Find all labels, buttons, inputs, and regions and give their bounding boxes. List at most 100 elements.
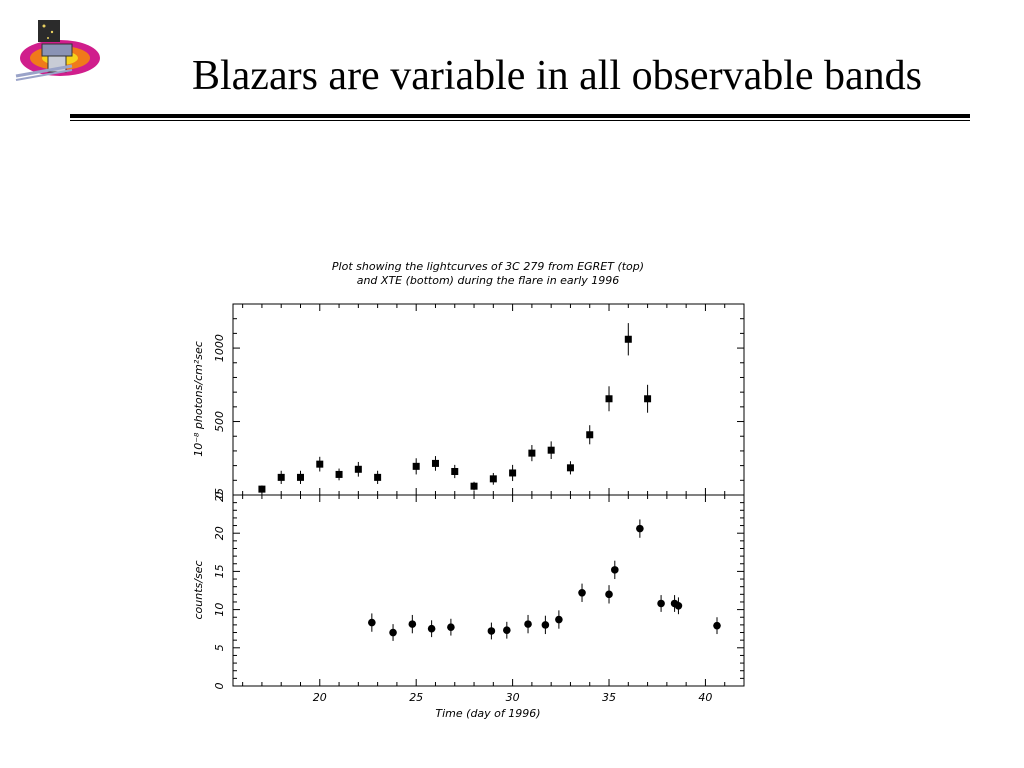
data-point [578,583,586,602]
circle-marker [447,623,455,631]
data-point [487,622,496,640]
square-marker [528,449,536,457]
bottom-panel-ticks: 0 5 10 15 20 25 20 25 30 35 40 [213,488,745,704]
data-point [451,464,459,479]
circle-marker [578,588,586,597]
top-panel-frame [232,303,745,496]
data-point [624,323,632,356]
x-tick-label: 40 [698,691,712,704]
circle-marker [524,620,532,628]
data-point [431,456,439,471]
data-point [674,597,683,615]
data-point [509,464,517,482]
y-tick-label: 5 [213,644,226,651]
circle-marker [611,566,619,574]
data-point [555,610,563,629]
data-point [296,470,304,484]
square-marker [624,335,632,343]
slide-title: Blazars are variable in all observable b… [191,53,923,99]
square-marker [566,464,574,472]
square-marker [335,470,343,478]
data-point [713,617,721,635]
circle-marker [555,615,563,624]
circle-marker [487,627,496,635]
data-point [541,615,550,635]
title-rule-thick [70,114,970,118]
x-axis-label: Time (day of 1996) [435,707,540,720]
data-point [503,621,511,639]
data-point [412,458,420,475]
data-point [258,485,266,493]
y-tick-label: 0 [213,492,226,499]
data-point [636,519,644,538]
data-point [470,481,478,491]
data-point [605,386,613,412]
circle-marker [541,621,550,629]
data-point [354,461,362,477]
data-point [335,468,343,481]
square-marker [470,482,478,490]
circle-marker [657,599,665,608]
square-marker [489,475,497,483]
data-point [566,461,574,475]
y-tick-label: 15 [213,564,226,578]
bottom-panel-frame [232,494,745,687]
data-point [447,618,455,636]
data-point [374,470,382,484]
y-tick-label: 500 [213,411,226,432]
data-point [547,441,555,460]
data-point [586,425,594,445]
circle-marker [408,620,417,628]
glast-satellite-logo [15,20,100,81]
data-point [644,384,652,413]
data-point [277,470,285,484]
data-point [611,560,619,580]
square-marker [296,473,304,481]
y-tick-label: 10 [213,603,226,617]
square-marker [644,395,652,403]
circle-marker [368,618,376,627]
square-marker [277,473,285,481]
data-point [605,585,613,604]
bottom-panel-points [368,519,721,641]
data-point [427,620,436,638]
data-point [489,472,497,485]
square-marker [431,459,439,467]
bottom-y-axis-label: counts/sec [192,560,205,619]
circle-marker [636,524,644,533]
square-marker [586,431,594,439]
y-tick-label: 25 [213,488,226,502]
circle-marker [713,621,721,630]
circle-marker [503,626,511,635]
x-tick-label: 35 [602,691,616,704]
data-point [657,595,665,612]
top-panel-points [258,323,652,493]
square-marker [412,462,420,470]
square-marker [354,465,362,473]
data-point [528,445,536,462]
top-y-axis-label: 10⁻⁸ photons/cm²sec [192,341,205,457]
square-marker [605,395,613,403]
x-tick-label: 20 [313,691,327,704]
data-point [368,613,376,632]
y-tick-label: 0 [213,683,226,690]
square-marker [316,460,324,468]
y-tick-label: 20 [213,526,226,540]
y-tick-label: 1000 [213,334,226,362]
square-marker [258,485,266,493]
circle-marker [674,601,683,610]
data-point [524,614,532,634]
x-tick-label: 30 [506,691,520,704]
chart-title: Plot showing the lightcurves of 3C 279 f… [332,260,644,273]
data-point [408,614,417,634]
top-panel-ticks: 0 500 1000 [213,303,745,499]
chart-subtitle: and XTE (bottom) during the flare in ear… [357,274,620,287]
square-marker [547,446,555,454]
circle-marker [605,590,613,599]
circle-marker [389,628,397,637]
square-marker [509,469,517,477]
square-marker [451,467,459,475]
square-marker [374,473,382,481]
data-point [316,456,324,472]
